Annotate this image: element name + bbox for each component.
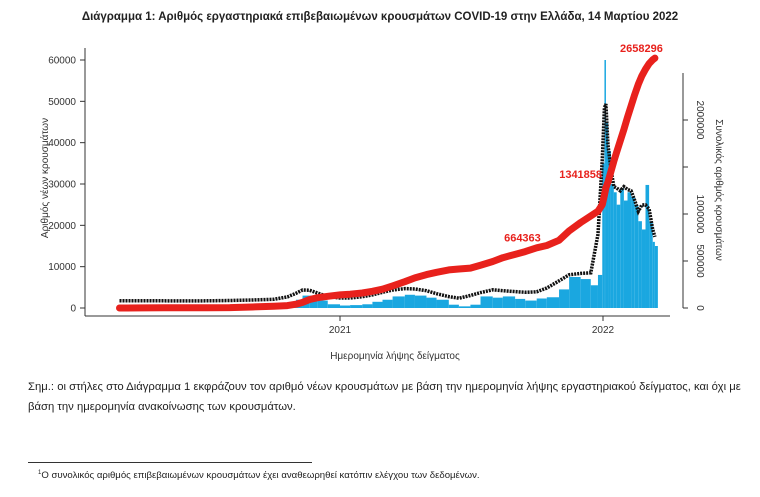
left-tick-label: 50000 [48,97,76,108]
bar [480,296,493,308]
left-tick-label: 20000 [48,221,76,232]
left-tick-label: 10000 [48,262,76,273]
bar [502,296,516,308]
x-tick-label: 2021 [329,325,352,336]
bar [515,298,526,308]
bar [414,295,427,308]
right-tick-label: 500000 [694,244,705,278]
right-tick-label: 0 [694,305,705,311]
cumulative-label: 1341858 [559,169,602,181]
bar [610,184,614,308]
bar [372,301,383,308]
cumulative-label: 664363 [504,233,541,245]
cumulative-labels: 664363 1341858 2658296 [504,43,663,244]
bar [627,192,632,308]
bar [426,297,437,308]
moving-average-line [119,103,657,303]
footnote-mark: 1 [38,470,42,476]
bar [448,304,459,308]
y-right-label: Συνολικός αριθμός κρουσμάτων [713,119,725,261]
bar [623,200,628,308]
right-ticks: 0 500000 1000000 2000000 [683,101,705,311]
bar [392,296,405,308]
bar [649,221,653,308]
left-tick-label: 60000 [48,56,76,67]
cumulative-label: 2658296 [620,43,663,55]
footnote-text: Ο συνολικός αριθμός επιβεβαιωμένων κρουσ… [41,470,480,482]
bar [652,241,655,308]
left-tick-label: 30000 [48,180,76,191]
bars-group [119,60,658,308]
left-ticks: 0 10000 20000 30000 40000 50000 60000 [48,56,85,315]
bar [436,299,449,308]
bar [340,305,351,308]
chart-title: Διάγραμμα 1: Αριθμός εργαστηριακά επιβεβ… [81,11,679,23]
left-tick-label: 0 [70,304,76,315]
chart-note: Σημ.: οι στήλες στο Διάγραμμα 1 εκφράζου… [28,381,741,413]
bar [559,289,570,308]
x-ticks: 2021 2022 [329,316,615,336]
bar [597,274,603,308]
x-tick-label: 2022 [592,325,615,336]
right-tick-label: 2000000 [694,101,705,140]
bar [362,304,373,308]
bar [631,196,635,308]
bar [492,297,503,308]
bar [525,300,537,308]
bar [404,294,415,308]
bar [654,246,658,308]
bar [641,229,646,308]
cumulative-line [116,54,659,312]
bar [546,297,560,308]
bar [608,150,611,308]
bar [350,305,363,308]
bar [613,192,617,308]
x-axis-label: Ημερομηνία λήψης δείγματος [330,350,460,362]
right-tick-label: 1000000 [694,195,705,234]
bar [634,204,639,308]
bar [382,299,393,308]
bar [602,163,605,308]
bar [605,122,609,308]
y-left-label: Αριθμός νέων κρουσμάτων [39,118,51,238]
footnote-divider [28,462,312,463]
footnote: 1Ο συνολικός αριθμός επιβεβαιωμένων κρου… [38,470,480,481]
bar [645,184,650,308]
bar [616,204,621,308]
bar [638,221,642,308]
bar [317,300,328,308]
bar [458,306,471,308]
bar [536,298,547,308]
bar [580,279,591,308]
bar [470,304,481,308]
bar [590,285,598,308]
bar [569,277,581,308]
bar [620,188,624,308]
left-tick-label: 40000 [48,138,76,149]
bar [327,304,340,308]
